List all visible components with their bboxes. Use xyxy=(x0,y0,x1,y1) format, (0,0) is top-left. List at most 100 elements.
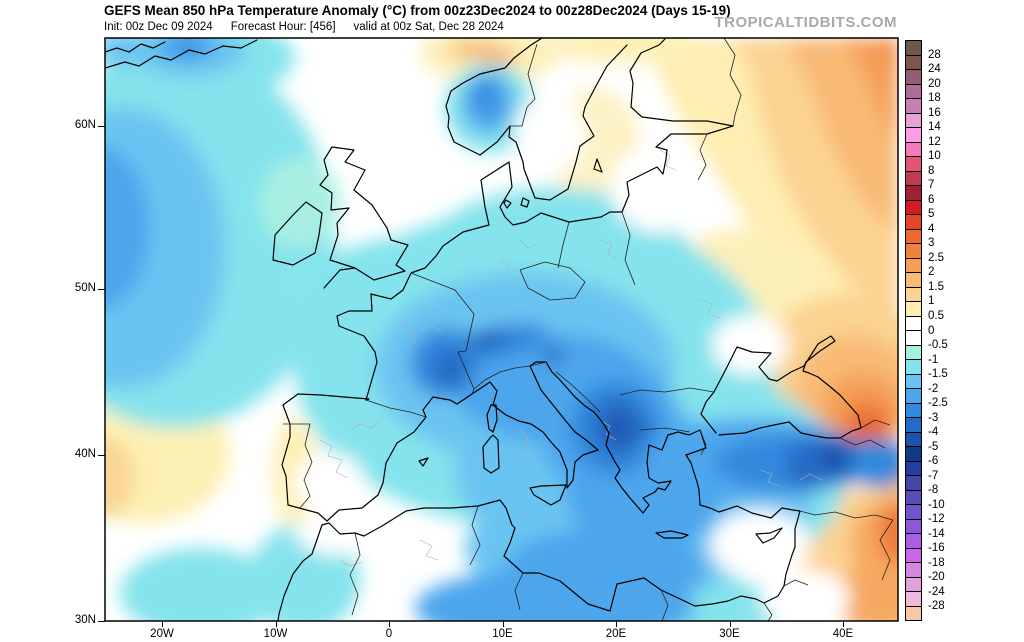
lon-tick-label: 40E xyxy=(832,628,854,640)
colorbar-segment xyxy=(906,128,921,143)
lat-tick-label: 40N xyxy=(74,448,96,460)
colorbar-segment xyxy=(906,244,921,259)
colorbar-segment xyxy=(906,215,921,230)
lon-tick-label: 0 xyxy=(385,628,393,640)
colorbar-segment xyxy=(906,316,921,331)
colorbar-tick-label: 2.5 xyxy=(928,251,944,264)
lon-tick-label: 20E xyxy=(605,628,627,640)
colorbar-segment xyxy=(906,476,921,491)
colorbar-segment xyxy=(906,403,921,418)
lon-tick xyxy=(389,621,390,627)
colorbar-segment xyxy=(906,519,921,534)
lat-tick xyxy=(98,126,105,127)
colorbar-segment xyxy=(906,55,921,70)
lat-tick xyxy=(98,288,105,290)
colorbar-tick-label: -4 xyxy=(928,426,939,439)
colorbar-tick-label: 20 xyxy=(928,77,941,90)
lon-tick xyxy=(275,621,277,627)
colorbar-segment xyxy=(906,563,921,578)
colorbar-tick-label: 18 xyxy=(928,92,941,105)
colorbar-tick-label: -3 xyxy=(928,411,939,424)
colorbar-segment xyxy=(906,273,921,288)
colorbar-tick-label: 5 xyxy=(928,208,935,221)
colorbar-segment xyxy=(906,287,921,302)
colorbar-segment xyxy=(906,432,921,447)
colorbar-tick-label: -1 xyxy=(928,353,939,366)
country-borders xyxy=(283,38,894,621)
lon-tick xyxy=(502,621,504,627)
admin-borders xyxy=(319,149,823,567)
colorbar-tick-label: -14 xyxy=(928,527,945,540)
watermark-logo: TROPICALTIDBITS.COM xyxy=(714,14,897,31)
colorbar-tick-label: 2 xyxy=(928,266,935,279)
colorbar-tick-label: 8 xyxy=(928,164,935,177)
lat-tick xyxy=(98,621,105,622)
lat-tick xyxy=(98,455,105,456)
lon-tick-label: 10E xyxy=(492,628,513,640)
colorbar-segment xyxy=(906,157,921,172)
init-line: Init: 00z Dec 09 2024 Forecast Hour: [456… xyxy=(104,21,522,33)
colorbar-segment xyxy=(906,345,921,360)
lon-tick xyxy=(843,621,844,627)
lat-tick-label: 50N xyxy=(74,281,96,294)
colorbar-segment xyxy=(906,505,921,520)
colorbar-tick-label: -6 xyxy=(928,455,939,468)
lat-tick-label: 60N xyxy=(74,119,96,131)
colorbar-tick-label: -20 xyxy=(928,571,945,584)
colorbar-segment xyxy=(906,360,921,375)
colorbar-segment xyxy=(906,331,921,346)
colorbar-tick-label: 16 xyxy=(928,106,941,119)
lon-tick xyxy=(616,621,617,627)
lon-tick-label: 10W xyxy=(263,628,288,640)
map-frame xyxy=(104,37,899,622)
colorbar-tick-label: 24 xyxy=(928,63,941,76)
colorbar-tick-label: -12 xyxy=(928,513,945,526)
colorbar-tick-label: 6 xyxy=(928,193,935,206)
colorbar-tick-label: -10 xyxy=(928,498,945,511)
colorbar-tick-label: -28 xyxy=(928,600,945,613)
colorbar-segment xyxy=(906,113,921,128)
colorbar-segment xyxy=(906,447,921,462)
colorbar-tick-label: -24 xyxy=(928,585,945,598)
colorbar-segment xyxy=(906,577,921,592)
lon-tick xyxy=(729,621,731,627)
colorbar-tick-label: -0.5 xyxy=(928,339,948,352)
colorbar-tick-label: 28 xyxy=(928,48,941,61)
lon-tick-label: 30E xyxy=(719,628,740,640)
colorbar-segment xyxy=(906,41,921,56)
forecast-hour-label: Forecast Hour: [456] xyxy=(230,21,336,33)
colorbar-segment xyxy=(906,171,921,186)
colorbar-tick-label: -8 xyxy=(928,484,939,497)
colorbar-segment xyxy=(906,302,921,317)
valid-label: valid at 00z Sat, Dec 28 2024 xyxy=(353,21,504,33)
colorbar-tick-label: -5 xyxy=(928,440,939,453)
colorbar-segment xyxy=(906,229,921,244)
colorbar-tick-label: -7 xyxy=(928,469,939,482)
lat-tick-label: 30N xyxy=(74,614,96,626)
colorbar-tick-label: 3 xyxy=(928,237,935,250)
colorbar-segment xyxy=(906,258,921,273)
colorbar-tick-label: 10 xyxy=(928,150,941,163)
colorbar-tick-label: 1 xyxy=(928,295,935,308)
anomaly-field xyxy=(105,38,898,621)
colorbar-tick-label: -16 xyxy=(928,542,945,555)
colorbar-segment xyxy=(906,490,921,505)
colorbar-tick-label: -1.5 xyxy=(928,368,948,381)
colorbar-segment xyxy=(906,200,921,215)
colorbar-segment xyxy=(906,606,921,620)
colorbar-segment xyxy=(906,418,921,433)
colorbar-tick-label: -2 xyxy=(928,382,939,395)
colorbar-segment xyxy=(906,84,921,99)
lon-tick-label: 20W xyxy=(150,628,174,640)
colorbar-tick-label: -2.5 xyxy=(928,397,948,410)
colorbar-segment xyxy=(906,374,921,389)
colorbar-tick-label: 7 xyxy=(928,179,935,192)
lon-tick xyxy=(162,621,163,627)
page-title: GEFS Mean 850 hPa Temperature Anomaly (°… xyxy=(104,3,731,18)
colorbar-tick-label: 14 xyxy=(928,121,941,134)
colorbar-segment xyxy=(906,534,921,549)
colorbar-tick-label: 0 xyxy=(928,324,935,337)
colorbar-tick-label: 12 xyxy=(928,135,941,148)
colorbar-segment xyxy=(906,461,921,476)
